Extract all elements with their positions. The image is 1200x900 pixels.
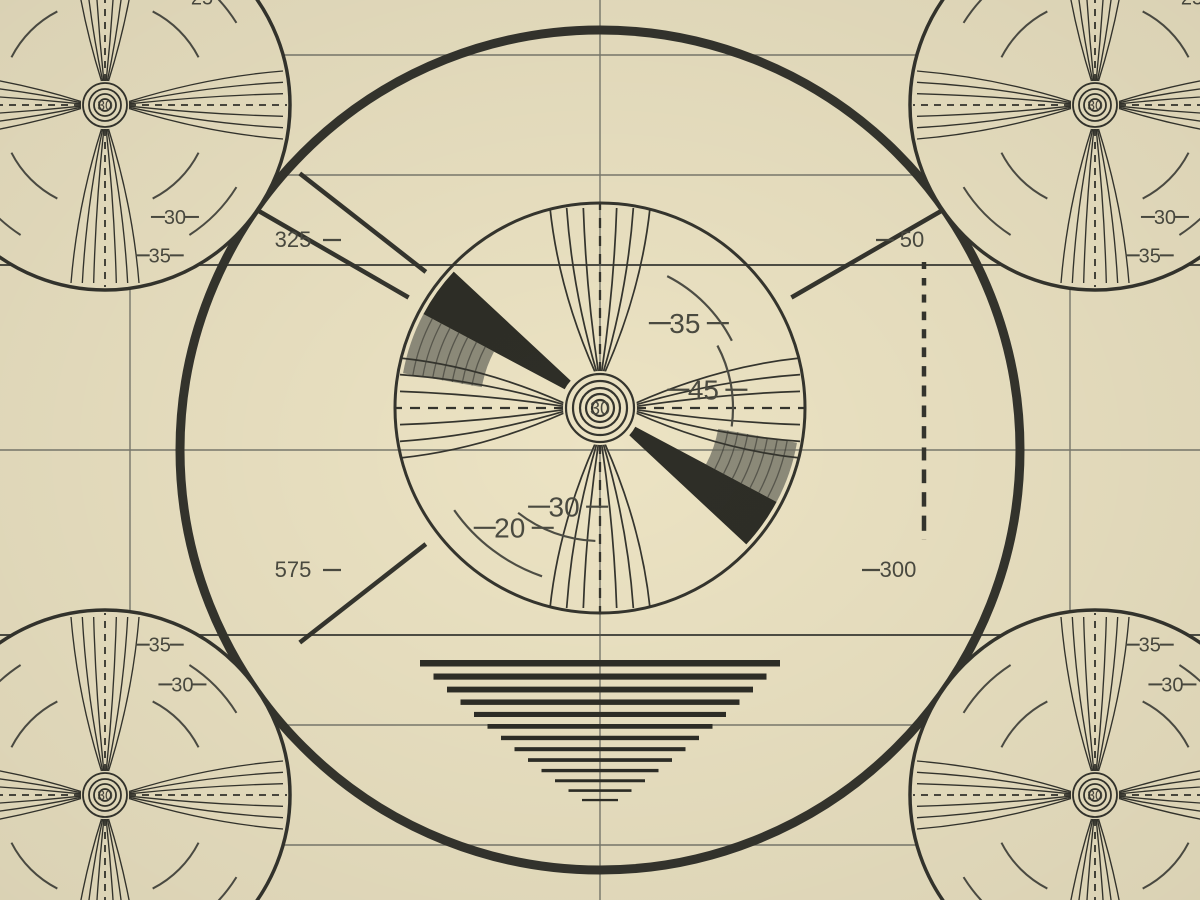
bottom-bar xyxy=(582,799,618,801)
bottom-bar xyxy=(555,779,645,782)
side-label-r_top: 50 xyxy=(900,227,924,252)
side-label-l_bot: 575 xyxy=(275,557,312,582)
inner-label-sw30: 30 xyxy=(549,491,580,522)
center-value: 30 xyxy=(590,398,610,418)
corner-label: 30 xyxy=(164,207,186,229)
corner-label: 35 xyxy=(1139,245,1161,267)
test-pattern: 3255755030035453020302025303530202530353… xyxy=(0,0,1200,900)
corner-label: 35 xyxy=(149,245,171,267)
corner-label: 25 xyxy=(1181,0,1200,9)
inner-label-sw20: 20 xyxy=(494,513,525,544)
corner-center-value: 30 xyxy=(97,97,113,113)
bottom-bar xyxy=(447,687,753,693)
bottom-bar xyxy=(569,789,632,792)
corner-label: 35 xyxy=(149,635,171,657)
inner-label-ne: 35 xyxy=(669,308,700,339)
corner-label: 30 xyxy=(1161,674,1183,696)
corner-label: 30 xyxy=(171,674,193,696)
corner-center-value: 30 xyxy=(1087,787,1103,803)
bottom-bar xyxy=(474,712,726,717)
bottom-bar xyxy=(420,660,780,667)
corner-label: 35 xyxy=(1139,635,1161,657)
corner-center-value: 30 xyxy=(97,787,113,803)
corner-label: 25 xyxy=(191,0,213,9)
bottom-bar xyxy=(542,769,659,772)
bottom-bar xyxy=(488,724,713,729)
bottom-bar xyxy=(515,747,686,751)
bottom-bar xyxy=(528,758,672,762)
corner-label: 30 xyxy=(1154,207,1176,229)
bottom-bar xyxy=(434,674,767,680)
side-label-r_bot: 300 xyxy=(880,557,917,582)
corner-center-value: 30 xyxy=(1087,97,1103,113)
side-label-l_top: 325 xyxy=(275,227,312,252)
bottom-bar xyxy=(501,736,699,740)
inner-label-e: 45 xyxy=(688,375,719,406)
bottom-bar xyxy=(461,699,740,704)
